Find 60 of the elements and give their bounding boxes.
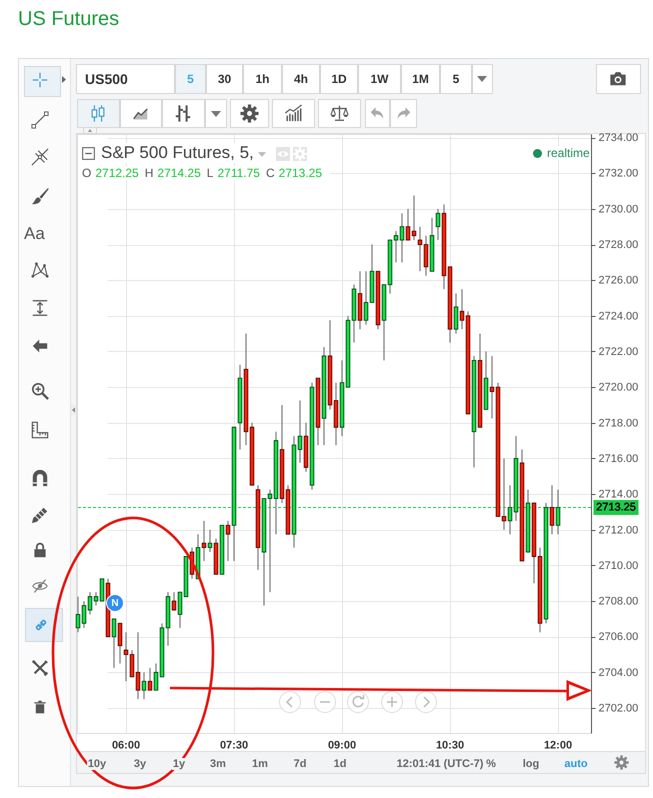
y-tick-label: 2704.00: [598, 666, 638, 679]
text: 1h: [255, 72, 270, 86]
candlestick: [454, 293, 458, 334]
text: Aa: [24, 224, 45, 244]
text: log: [522, 758, 540, 770]
annotation: realtime: [547, 146, 590, 160]
candlestick: [436, 208, 440, 241]
y-tick-label: 2734.00: [598, 132, 638, 144]
candlestick: [556, 489, 560, 535]
y-tick-label: 2730.00: [598, 203, 638, 216]
text: 30: [218, 72, 232, 86]
candlestick: [172, 592, 176, 610]
text: 1m: [251, 758, 269, 770]
y-tick-label: 2722.00: [598, 346, 638, 358]
y-tick-label: 2702.00: [598, 702, 638, 715]
candlestick: [118, 622, 122, 664]
x-tick-label: 10:30: [436, 740, 464, 752]
text: 7d: [292, 758, 308, 770]
annotation: O 2712.25 H 2714.25 L 2711.75 C 2713.25: [82, 166, 322, 180]
candlestick: [112, 618, 116, 668]
ref-line-label: 2713.25: [596, 501, 636, 514]
y-tick-label: 2728.00: [598, 239, 638, 252]
candlestick: [226, 520, 230, 562]
candlestick: [178, 592, 182, 628]
text: %: [485, 758, 497, 770]
x-tick-label: 07:30: [220, 740, 248, 752]
y-tick-label: 2724.00: [598, 310, 638, 322]
text: 1y: [172, 758, 186, 770]
y-tick-label: 2716.00: [598, 452, 638, 465]
text: 4h: [294, 72, 308, 86]
text: 12:01:41 (UTC-7): [396, 758, 484, 770]
text: S&P 500 Futures, 5,: [101, 143, 254, 163]
text: US500: [85, 71, 128, 87]
y-tick-label: 2710.00: [598, 560, 638, 572]
text: 5: [452, 72, 460, 86]
text: 3m: [209, 758, 227, 770]
text: 1d: [332, 758, 348, 770]
y-tick-label: 2726.00: [598, 274, 638, 287]
x-tick-label: 12:00: [544, 740, 572, 752]
y-tick-label: 2706.00: [598, 631, 638, 644]
x-tick-label: 09:00: [328, 740, 356, 752]
y-tick-label: 2718.00: [598, 417, 638, 430]
text: 1W: [370, 72, 388, 86]
text: auto: [563, 758, 589, 770]
text: 1D: [331, 72, 347, 86]
text: 3y: [132, 758, 148, 770]
text: 5: [187, 72, 194, 86]
candlestick: [550, 484, 554, 535]
chart-title: US Futures: [18, 8, 120, 31]
candlestick: [202, 520, 206, 562]
text: 10y: [86, 758, 108, 770]
x-tick-label: 06:00: [112, 740, 140, 752]
text: 1M: [412, 72, 429, 86]
annotation: N: [111, 598, 119, 608]
y-tick-label: 2712.00: [598, 524, 638, 536]
y-tick-label: 2708.00: [598, 596, 638, 608]
y-tick-label: 2714.00: [598, 488, 638, 501]
candlestick: [208, 529, 212, 553]
y-tick-label: 2720.00: [598, 382, 638, 394]
y-tick-label: 2732.00: [598, 168, 638, 180]
